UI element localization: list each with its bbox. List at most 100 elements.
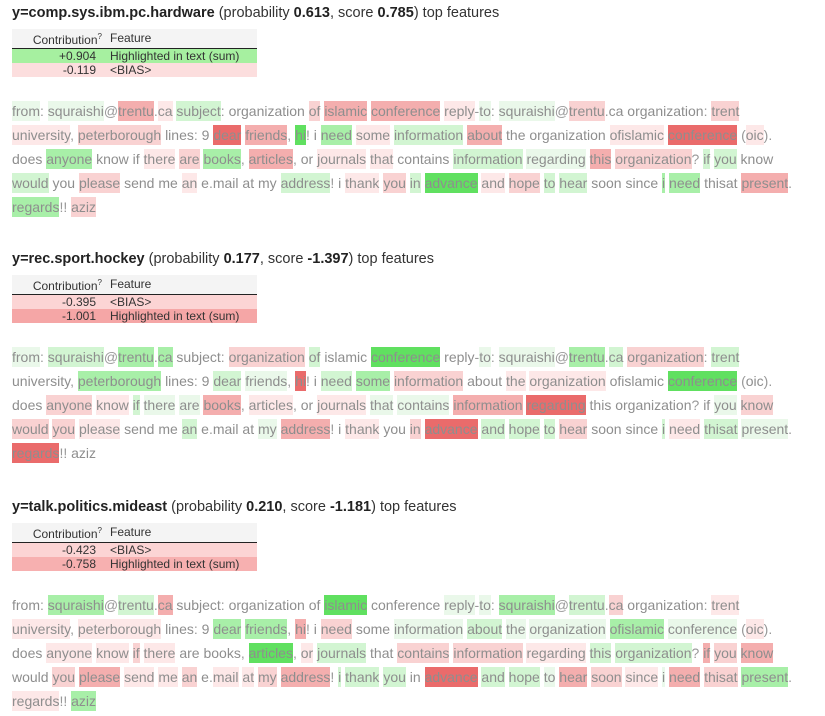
token: about	[467, 125, 503, 145]
token: information	[453, 149, 523, 169]
token: hi	[295, 371, 306, 391]
token: ofislamic	[609, 619, 665, 639]
separator: @	[554, 103, 569, 119]
highlighted-text: from: squraishi@trentu.ca subject: organ…	[12, 99, 802, 219]
separator: ?	[691, 397, 704, 413]
token: i	[662, 667, 666, 687]
separator: ,	[292, 645, 301, 661]
token: if	[703, 149, 711, 169]
token: trent	[711, 101, 740, 121]
separator	[606, 621, 610, 637]
token: you	[383, 421, 406, 437]
separator: @	[103, 103, 119, 119]
token: conference	[370, 347, 441, 367]
separator: -	[474, 597, 480, 613]
feature-row: -0.119 <BIAS>	[12, 63, 257, 77]
token: friends	[245, 371, 288, 391]
help-mark: ?	[97, 32, 102, 41]
token: would	[12, 669, 49, 685]
token: thisat	[704, 175, 738, 191]
token: information	[393, 371, 464, 391]
token: regards	[12, 691, 60, 711]
token: since	[625, 421, 659, 437]
separator: -	[474, 349, 480, 365]
token: at	[242, 667, 255, 687]
token: the	[506, 371, 526, 391]
token: soon	[591, 175, 622, 191]
token: advance	[424, 667, 478, 687]
feature-table: Contribution? Feature -0.423 <BIAS> -0.758 Hi…	[12, 523, 257, 571]
token: from	[12, 597, 40, 613]
token: are	[179, 149, 200, 169]
token: of	[308, 597, 321, 613]
token: would	[12, 419, 49, 439]
separator: ,	[70, 621, 78, 637]
token: subject	[176, 349, 221, 365]
token: organization	[627, 103, 704, 119]
token: regarding	[526, 395, 586, 415]
token: trentu	[568, 101, 605, 121]
token: or	[300, 151, 314, 167]
separator	[140, 397, 144, 413]
token: from	[12, 101, 40, 121]
token: organization	[615, 643, 692, 663]
feature-header: Feature	[106, 275, 257, 295]
contribution: -0.423	[61, 543, 96, 557]
separator: .	[788, 421, 793, 437]
token: dear	[213, 125, 242, 145]
separator: !!	[59, 445, 72, 461]
token: organization	[228, 597, 305, 613]
feature-row: -0.758 Highlighted in text (sum)	[12, 557, 257, 571]
token: conference	[667, 619, 738, 639]
token: trentu	[568, 347, 605, 367]
token: at	[242, 175, 255, 191]
token: squraishi	[47, 101, 104, 121]
separator: :	[40, 103, 48, 119]
token: organization	[228, 347, 305, 367]
token: trent	[711, 595, 740, 615]
separator: :	[490, 597, 499, 613]
separator: ,	[292, 151, 301, 167]
token: peterborough	[77, 371, 162, 391]
separator: ).	[763, 127, 773, 143]
separator: ,	[292, 397, 301, 413]
token: anyone	[46, 643, 93, 663]
header-text: ) top features	[371, 499, 457, 515]
separator: !!	[59, 693, 72, 709]
token: i	[338, 421, 342, 437]
token: to	[479, 595, 491, 615]
token: contains	[397, 395, 450, 415]
token: or	[300, 397, 314, 413]
contribution-header: Contribution?	[12, 275, 106, 295]
token: reply	[444, 349, 475, 365]
token: subject	[176, 101, 221, 121]
token: university	[12, 125, 71, 145]
header-text: , score	[329, 5, 378, 21]
token: to	[543, 173, 556, 193]
token: information	[453, 395, 523, 415]
token: if	[132, 643, 140, 663]
help-mark: ?	[97, 526, 102, 535]
separator: :	[193, 373, 202, 389]
separator: :	[40, 597, 48, 613]
token: the	[506, 127, 526, 143]
token: hear	[559, 173, 588, 193]
separator: :	[220, 597, 229, 613]
token: know	[96, 643, 129, 663]
header-text: Contribution	[32, 33, 98, 47]
token: does	[12, 397, 43, 413]
token: and	[481, 667, 505, 687]
token: conference	[667, 125, 738, 145]
header-text: 0.785	[377, 5, 414, 21]
token: conference	[370, 101, 441, 121]
header-text: y=talk.politics.mideast	[12, 499, 168, 515]
token: university	[12, 619, 71, 639]
feature: Highlighted in text (sum)	[110, 49, 240, 63]
token: peterborough	[77, 125, 162, 145]
token: e	[201, 669, 209, 685]
separator: .	[604, 349, 609, 365]
token: dear	[213, 371, 242, 391]
token: my	[258, 419, 277, 439]
explanation-section: y=comp.sys.ibm.pc.hardware (probability …	[12, 3, 812, 219]
header-text: (probability	[144, 251, 224, 267]
